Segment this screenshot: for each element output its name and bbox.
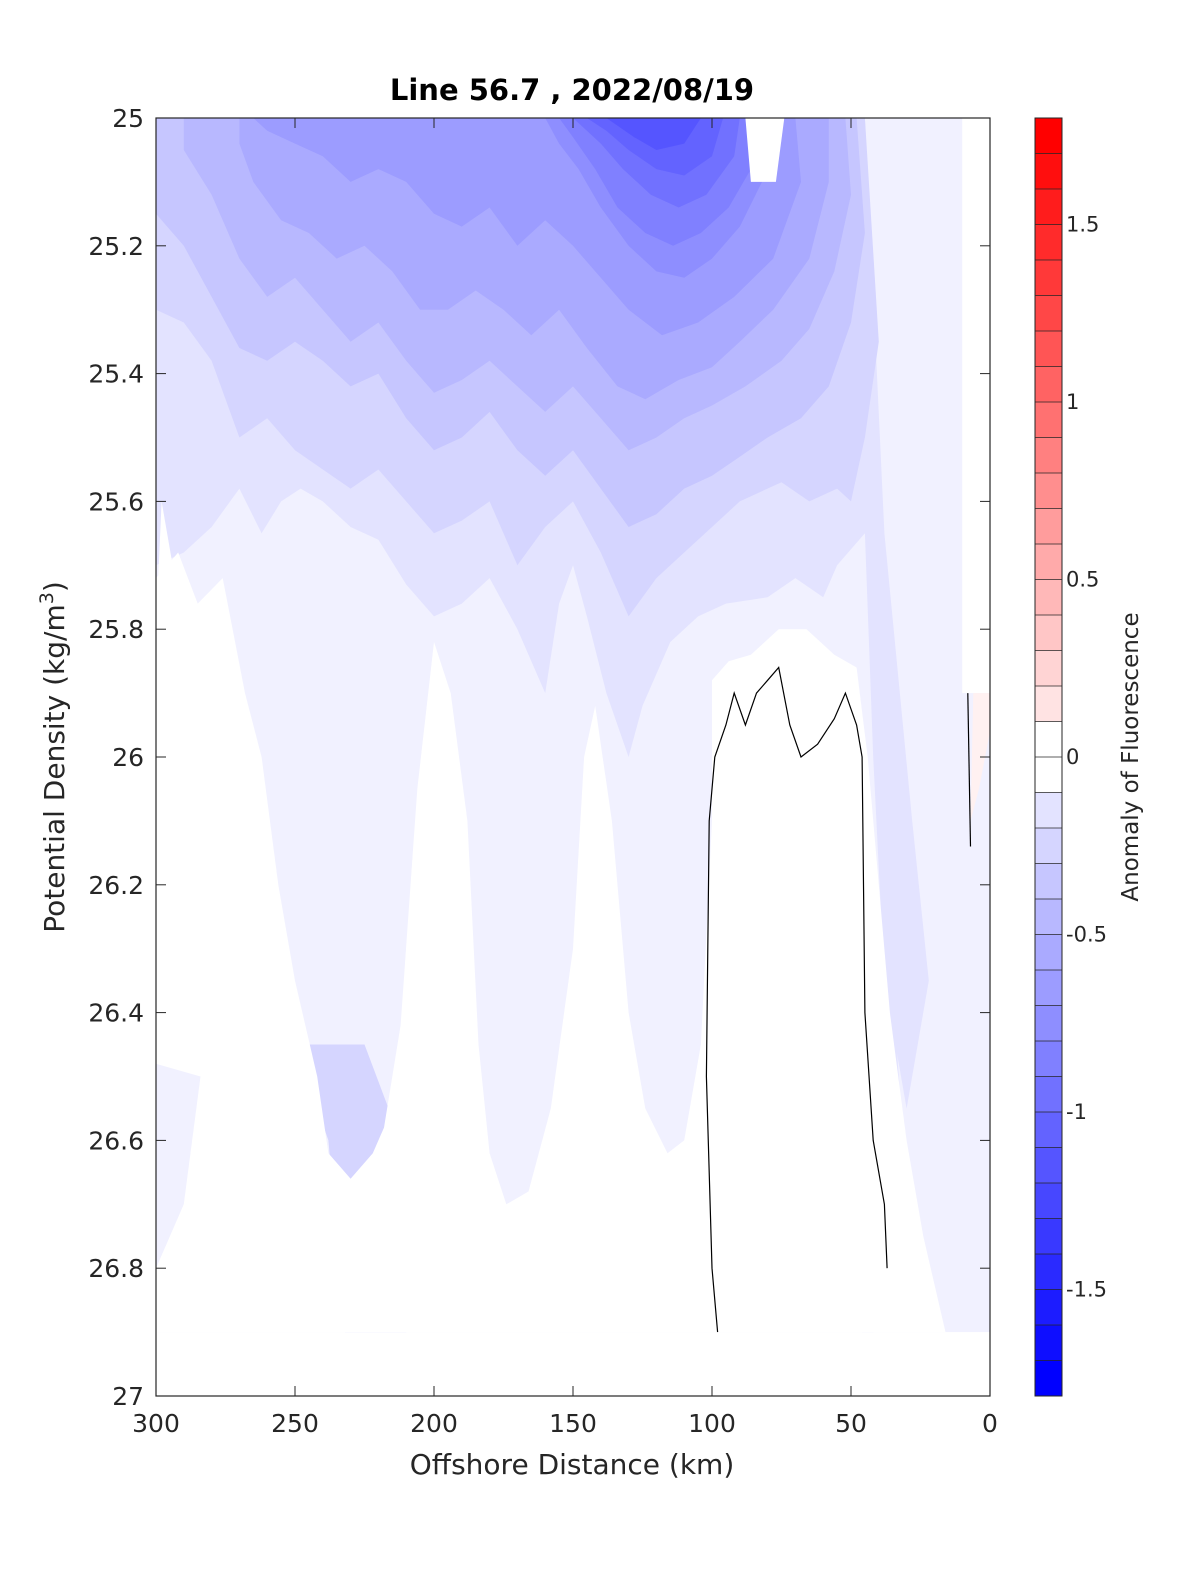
y-axis-label-superscript: 3 (36, 592, 58, 604)
near-zero-region-1 (156, 501, 179, 789)
y-tick-label: 26.4 (88, 999, 144, 1028)
colorbar-segment (1035, 757, 1062, 793)
colorbar-segment (1035, 366, 1062, 403)
colorbar-tick-label: -0.5 (1066, 923, 1107, 947)
x-tick-label: 150 (549, 1409, 597, 1438)
x-tick-label: 300 (132, 1409, 180, 1438)
colorbar-segment (1035, 1041, 1062, 1077)
near-zero-region-2 (745, 118, 785, 182)
colorbar-segment (1035, 260, 1062, 296)
x-tick-label: 100 (688, 1409, 736, 1438)
colorbar-ticks: 1.5 1 0.5 0 -0.5 -1 -1.5 (1066, 213, 1107, 1302)
y-tick-label: 25.6 (88, 487, 144, 516)
contour-band-11 (606, 118, 701, 150)
y-tick-label: 27 (112, 1382, 144, 1411)
x-axis-label: Offshore Distance (km) (410, 1448, 735, 1481)
y-axis-label-close: ) (38, 581, 71, 592)
colorbar-segment (1035, 153, 1062, 190)
colorbar-segment (1035, 686, 1062, 722)
colorbar-segment (1035, 473, 1062, 509)
y-tick-label: 25.8 (88, 615, 144, 644)
near-zero-region-0 (156, 552, 946, 1333)
colorbar-segment (1035, 579, 1062, 616)
y-axis-label-main: Potential Density (kg/m (38, 604, 71, 933)
colorbar-frame (1034, 117, 1063, 1397)
zero-contour-line-nearshore (967, 693, 972, 847)
x-axis: 300 250 200 150 100 50 0 (132, 118, 998, 1438)
x-tick-label: 250 (271, 1409, 319, 1438)
colorbar-segment (1035, 1112, 1062, 1148)
colorbar-segment (1035, 508, 1062, 545)
colorbar-segment (1035, 1218, 1062, 1255)
colorbar-segment (1035, 1005, 1062, 1042)
y-tick-label: 26.6 (88, 1126, 144, 1155)
chart-title: Line 56.7 , 2022/08/19 (390, 73, 754, 107)
colorbar-tick-label: 1.5 (1066, 213, 1099, 237)
colorbar-segment (1035, 437, 1062, 474)
colorbar-segment (1035, 792, 1062, 829)
colorbar-segment (1035, 1183, 1062, 1219)
colorbar-segment (1035, 615, 1062, 651)
zero-contour-line (705, 666, 888, 1333)
colorbar-segment (1035, 1254, 1062, 1290)
colorbar-tick-label: -1.5 (1066, 1278, 1107, 1302)
colorbar-tick-label: 0 (1066, 745, 1079, 769)
colorbar-segment (1035, 189, 1062, 225)
colorbar-segment (1035, 1360, 1062, 1397)
colorbar-segment (1035, 402, 1062, 438)
y-tick-label: 25 (112, 104, 144, 133)
x-tick-label: 0 (982, 1409, 998, 1438)
colorbar-segment (1035, 899, 1062, 935)
x-tick-label: 50 (835, 1409, 867, 1438)
colorbar-segment (1035, 224, 1062, 261)
x-tick-label: 200 (410, 1409, 458, 1438)
y-axis-label: Potential Density (kg/m3) (36, 581, 71, 933)
colorbar-segment (1035, 1076, 1062, 1113)
colorbar-segment (1035, 934, 1062, 971)
contour-lines (705, 666, 972, 1333)
colorbar-segment (1035, 331, 1062, 367)
colorbar-segment (1035, 295, 1062, 332)
near-zero-region-3 (962, 118, 990, 694)
colorbar-tick-label: 1 (1066, 390, 1079, 414)
y-axis: 25 25.2 25.4 25.6 25.8 26 26.2 26.4 26.6 26.8 27 (88, 104, 990, 1411)
y-tick-label: 26.8 (88, 1254, 144, 1283)
colorbar-segment (1035, 721, 1062, 758)
colorbar-label: Anomaly of Fluorescence (1118, 612, 1144, 901)
colorbar-segment (1035, 1325, 1062, 1361)
colorbar-segment (1035, 970, 1062, 1006)
colorbar-tick-label: 0.5 (1066, 568, 1099, 592)
colorbar-segment (1035, 1289, 1062, 1326)
y-tick-label: 25.2 (88, 232, 144, 261)
colorbar-tick-label: -1 (1066, 1100, 1087, 1124)
colorbar-segment (1035, 863, 1062, 900)
colorbar-segment (1035, 544, 1062, 580)
y-tick-label: 26 (112, 743, 144, 772)
colorbar-segment (1035, 650, 1062, 687)
colorbar-segment (1035, 828, 1062, 864)
y-tick-label: 26.2 (88, 871, 144, 900)
contour-fills (156, 118, 990, 1333)
colorbar-segment (1035, 1147, 1062, 1184)
y-tick-label: 25.4 (88, 360, 144, 389)
colorbar (1034, 117, 1063, 1397)
colorbar-segment (1035, 118, 1062, 154)
